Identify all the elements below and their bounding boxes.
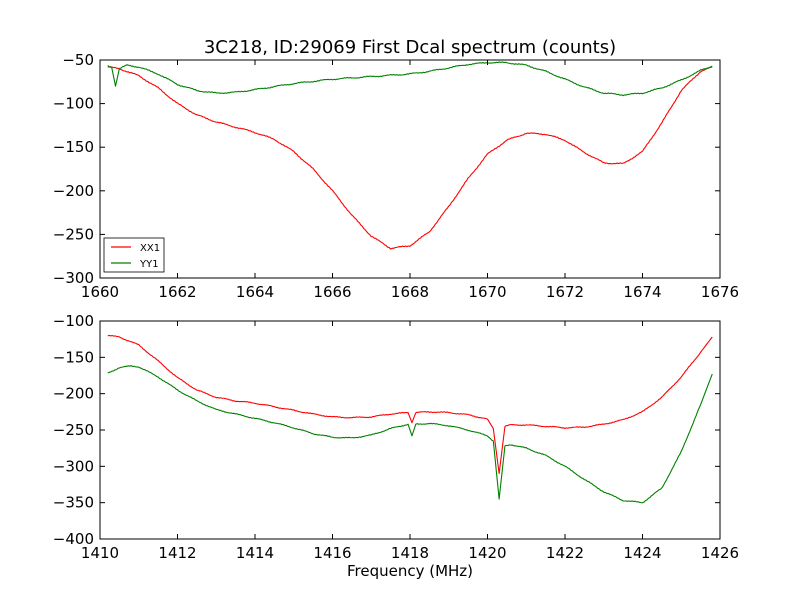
bottom-xtick-label: 1426 <box>701 544 739 562</box>
legend-label-yy1: YY1 <box>139 259 159 270</box>
bottom-xtick-label: 1414 <box>236 544 274 562</box>
bottom-xtick-label: 1412 <box>158 544 196 562</box>
chart-title: 3C218, ID:29069 First Dcal spectrum (cou… <box>204 37 616 58</box>
bottom-xtick-label: 1410 <box>81 544 119 562</box>
top-xtick-label: 1674 <box>623 283 661 301</box>
top-xtick-label: 1660 <box>81 283 119 301</box>
bottom-spectrum-panel: 1410 1412 1414 1416 1418 1420 1422 1424 1426 −100… <box>53 312 739 562</box>
legend-label-xx1: XX1 <box>140 243 160 254</box>
top-ytick-label: −100 <box>53 95 94 113</box>
top-ytick-label: −200 <box>53 182 94 200</box>
bottom-xtick-label: 1424 <box>623 544 661 562</box>
bottom-series-layer <box>107 334 713 504</box>
bottom-ticks-layer: 1410 1412 1414 1416 1418 1420 1422 1424 1426 −100… <box>53 312 739 562</box>
bottom-ytick-label: −100 <box>53 312 94 330</box>
top-xtick-label: 1670 <box>468 283 506 301</box>
bottom-ytick-label: −350 <box>53 494 94 512</box>
top-series-layer <box>107 61 713 250</box>
bottom-ytick-label: −200 <box>53 385 94 403</box>
top-series-line-xx1 <box>107 66 713 250</box>
top-xtick-label: 1666 <box>313 283 351 301</box>
top-ytick-label: −150 <box>53 138 94 156</box>
top-series-line-yy1 <box>107 61 713 97</box>
top-xtick-label: 1676 <box>701 283 739 301</box>
top-ytick-label: −250 <box>53 225 94 243</box>
bottom-ytick-label: −250 <box>53 421 94 439</box>
bottom-xtick-label: 1422 <box>546 544 584 562</box>
top-ticks-layer: 1660 1662 1664 1666 1668 1670 1672 1674 1676 −50 −… <box>53 51 739 301</box>
top-xtick-label: 1668 <box>391 283 429 301</box>
bottom-xtick-label: 1420 <box>468 544 506 562</box>
bottom-series-line-xx1 <box>107 334 713 475</box>
top-axes-frame <box>99 59 721 279</box>
bottom-xtick-label: 1418 <box>391 544 429 562</box>
top-xtick-label: 1662 <box>158 283 196 301</box>
bottom-xtick-label: 1416 <box>313 544 351 562</box>
top-ytick-label: −50 <box>62 51 94 69</box>
top-spectrum-panel: 1660 1662 1664 1666 1668 1670 1672 1674 1676 −50 −… <box>53 51 739 301</box>
top-xtick-label: 1664 <box>236 283 274 301</box>
bottom-ytick-label: −300 <box>53 457 94 475</box>
legend-box <box>103 237 165 273</box>
top-ytick-label: −300 <box>53 269 94 287</box>
bottom-ytick-label: −400 <box>53 530 94 548</box>
x-axis-label: Frequency (MHz) <box>347 562 473 580</box>
legend: XX1 YY1 <box>103 237 165 273</box>
top-xtick-label: 1672 <box>546 283 584 301</box>
bottom-axes-frame <box>99 320 721 540</box>
bottom-series-line-yy1 <box>107 365 713 504</box>
bottom-ytick-label: −150 <box>53 348 94 366</box>
